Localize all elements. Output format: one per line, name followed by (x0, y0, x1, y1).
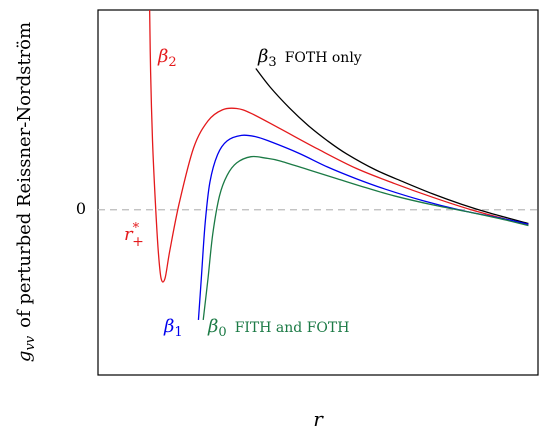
y-axis-label: gvvof perturbed Reissner-Nordström (14, 22, 38, 362)
plot-frame (97, 9, 539, 376)
series-label-beta1: β1 (163, 316, 183, 340)
series-label-beta2: β2 (157, 46, 177, 70)
series-label-beta3: β3 FOTH only (257, 46, 362, 70)
series-label-beta0: β0 FITH and FOTH (207, 316, 349, 340)
series-line-beta1 (197, 134, 529, 320)
annotation-r-plus-star: r* + (124, 221, 144, 250)
series-line-beta0 (202, 155, 529, 320)
x-axis-label: r (313, 407, 324, 431)
series-line-beta2 (149, 9, 529, 283)
series-layer (149, 9, 529, 320)
y-tick-label: 0 (76, 199, 86, 218)
series-line-beta3 (255, 68, 529, 225)
